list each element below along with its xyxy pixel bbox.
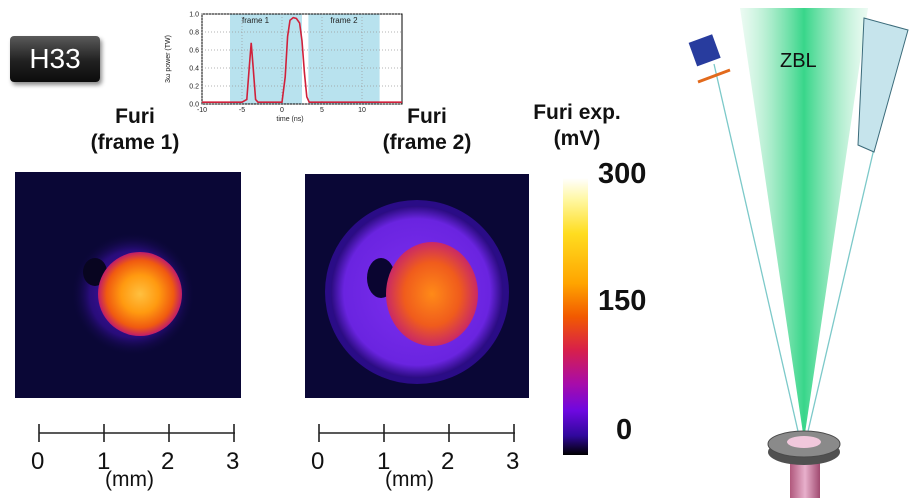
colorbar-title-line1: Furi exp. xyxy=(533,101,621,124)
detector-line-left xyxy=(713,63,801,441)
colorbar-tick-0: 0 xyxy=(616,414,633,446)
scale1-tick-3: 3 xyxy=(226,448,240,475)
frame1-image xyxy=(15,172,241,398)
scale1-tick-2: 2 xyxy=(161,448,175,475)
frame2-image xyxy=(305,174,529,398)
inset-ytick-label: 0.0 xyxy=(189,102,199,109)
colorbar-tick-300: 300 xyxy=(598,158,647,190)
inset-frame1-label: frame 1 xyxy=(242,16,270,25)
scale2-tick-3: 3 xyxy=(506,448,520,475)
scale2-tick-2: 2 xyxy=(441,448,455,475)
power-trace xyxy=(202,16,402,103)
colorbar-tick-150: 150 xyxy=(598,285,647,317)
frame1-title-line2: (frame 1) xyxy=(90,131,180,154)
inset-xtick-label: -10 xyxy=(197,107,207,114)
scale-bar-2 xyxy=(318,424,515,442)
inset-shade-frame2 xyxy=(308,14,380,104)
inset-xtick-label: 10 xyxy=(358,107,366,114)
inset-ytick-label: 0.4 xyxy=(189,66,199,73)
colorbar-title: Furi exp. (mV) xyxy=(512,100,642,152)
inset-ytick-label: 0.2 xyxy=(189,84,199,91)
scale1-tick-1: 1 xyxy=(97,448,111,475)
scale-bar-1 xyxy=(38,424,235,442)
inset-xlabel: time (ns) xyxy=(276,116,303,123)
detector-icon xyxy=(688,34,721,67)
frame2-title: Furi (frame 2) xyxy=(352,104,502,156)
frame2-emission xyxy=(325,200,509,384)
inset-ytick-label: 1.0 xyxy=(189,12,199,19)
inset-xtick-label: -5 xyxy=(239,107,245,114)
inset-ylabel: 3ω power (TW) xyxy=(165,35,172,83)
scale1-tick-0: 0 xyxy=(31,448,45,475)
beam-diagram: ZBL xyxy=(688,8,909,498)
inset-shade-frame1 xyxy=(230,14,302,104)
inset-ytick-label: 0.6 xyxy=(189,48,199,55)
scale2-tick-1: 1 xyxy=(377,448,391,475)
inset-frame2-label: frame 2 xyxy=(330,16,358,25)
frame1-title: Furi (frame 1) xyxy=(60,104,210,156)
frame1-title-line1: Furi xyxy=(115,105,155,128)
frame2-title-line1: Furi xyxy=(407,105,447,128)
colorbar xyxy=(563,178,588,455)
target-capsule xyxy=(787,436,821,448)
wedge-shape xyxy=(857,17,909,153)
frame2-title-line2: (frame 2) xyxy=(382,131,472,154)
laser-power-inset-chart: -10 -5 0 5 10 1.0 0.8 0.6 0.4 0.2 0.0 frame 1 fram… xyxy=(165,12,403,123)
inset-xtick-label: 0 xyxy=(280,107,284,114)
zbl-label: ZBL xyxy=(780,50,817,72)
colorbar-title-line2: (mV) xyxy=(553,127,601,150)
detector-line-right xyxy=(805,139,877,441)
zbl-beam xyxy=(740,8,868,440)
filter-icon xyxy=(697,68,731,84)
scale2-unit: (mm) xyxy=(385,468,434,491)
scale1-unit: (mm) xyxy=(105,468,154,491)
scale2-tick-0: 0 xyxy=(311,448,325,475)
inset-ytick-label: 0.8 xyxy=(189,30,199,37)
shot-badge: H33 xyxy=(10,36,100,82)
frame1-emission xyxy=(71,232,195,356)
inset-xtick-label: 5 xyxy=(320,107,324,114)
